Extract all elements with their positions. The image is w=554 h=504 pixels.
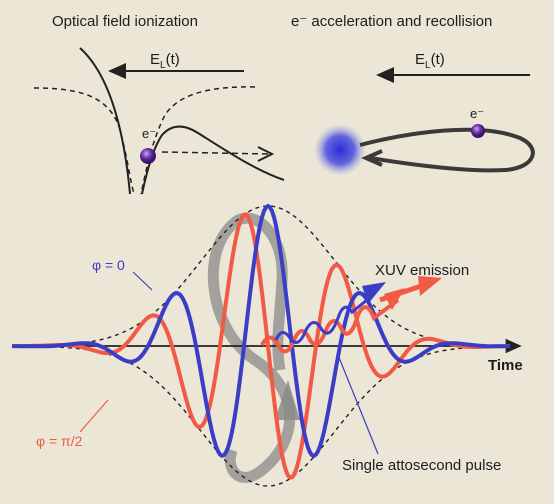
electron-trajectory xyxy=(359,127,535,173)
phi-zero-label: φ = 0 xyxy=(92,257,125,273)
tunnel-path xyxy=(161,151,272,155)
xuv-blue-arrowhead xyxy=(362,282,386,304)
phi-zero-pointer xyxy=(132,271,153,291)
time-axis-label: Time xyxy=(488,357,523,374)
electron-label-right: e⁻ xyxy=(470,106,484,121)
xuv-red-arrowhead-2 xyxy=(418,276,442,296)
wave-phi-pi-half xyxy=(12,212,510,480)
electron-label-left: e⁻ xyxy=(142,126,156,141)
distorted-potential-right xyxy=(141,125,285,195)
electron-left-icon xyxy=(140,148,156,164)
wave-phi-zero xyxy=(11,203,510,459)
xuv-emission-blue xyxy=(274,294,373,344)
title-acceleration-recollision: e⁻ acceleration and recollision xyxy=(291,13,492,30)
trajectory-arrowhead xyxy=(361,149,383,167)
phi-pi-half-pointer xyxy=(79,399,109,433)
parent-ion-icon xyxy=(314,124,366,176)
distorted-potential-left xyxy=(79,47,131,195)
electron-right-icon xyxy=(471,124,485,138)
xuv-emission-red xyxy=(260,298,400,354)
tunnel-arrowhead xyxy=(257,146,275,162)
pulse-pointer xyxy=(337,354,379,455)
coulomb-potential-left xyxy=(33,87,135,195)
field-label-left: EL(t) xyxy=(150,51,180,71)
recollision-arrowhead xyxy=(275,380,300,420)
field-label-right: EL(t) xyxy=(415,51,445,71)
xuv-emission-label: XUV emission xyxy=(375,262,469,279)
single-attosecond-pulse-label: Single attosecond pulse xyxy=(342,457,501,474)
title-optical-field-ionization: Optical field ionization xyxy=(52,13,198,30)
phi-pi-half-label: φ = π/2 xyxy=(36,433,83,449)
